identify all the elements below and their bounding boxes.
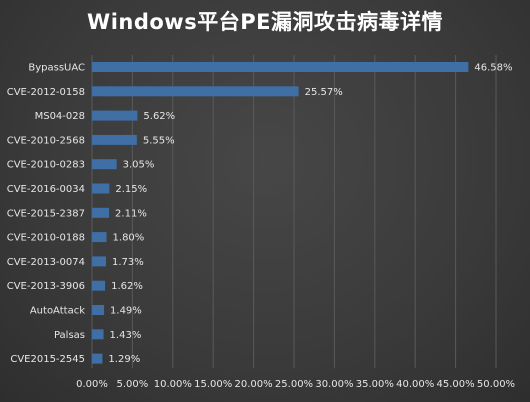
x-tick-label: 30.00%	[315, 379, 353, 390]
data-label: 2.11%	[115, 208, 147, 219]
x-tick-label: 45.00%	[437, 379, 475, 390]
bar	[92, 62, 469, 72]
category-label: CVE-2016-0034	[7, 184, 85, 195]
category-label: Palsas	[54, 330, 85, 341]
data-label: 46.58%	[474, 63, 512, 74]
x-tick-label: 0.00%	[76, 379, 108, 390]
category-label: CVE-2010-0283	[7, 160, 85, 171]
data-label: 1.80%	[113, 233, 145, 244]
x-tick-label: 35.00%	[356, 379, 394, 390]
category-label: CVE-2013-3906	[7, 281, 85, 292]
category-label: CVE-2012-0158	[7, 87, 85, 98]
x-tick-label: 5.00%	[117, 379, 149, 390]
category-label: CVE-2010-2568	[7, 135, 85, 146]
category-label: CVE-2015-2387	[7, 208, 85, 219]
bar	[92, 353, 103, 364]
category-label: BypassUAC	[28, 63, 85, 74]
x-tick-label: 25.00%	[275, 379, 313, 390]
category-label: AutoAttack	[30, 306, 85, 317]
chart-title: Windows平台PE漏洞攻击病毒详情	[87, 10, 443, 34]
bar	[92, 159, 117, 170]
bar	[92, 86, 299, 97]
bar	[92, 134, 137, 145]
x-tick-label: 40.00%	[396, 379, 434, 390]
bar	[92, 183, 110, 194]
data-label: 1.73%	[112, 257, 144, 268]
data-label: 1.29%	[108, 354, 140, 365]
bar	[92, 207, 110, 218]
data-label: 3.05%	[123, 160, 155, 171]
x-tick-label: 50.00%	[477, 379, 515, 390]
category-label: CVE2015-2545	[10, 354, 85, 365]
bar	[92, 305, 105, 315]
data-label: 1.49%	[110, 306, 142, 317]
data-label: 1.62%	[111, 281, 143, 292]
x-tick-label: 10.00%	[154, 379, 192, 390]
category-label: CVE-2010-0188	[7, 233, 85, 244]
category-label: MS04-028	[35, 111, 85, 122]
bar	[92, 232, 107, 243]
category-label: CVE-2013-0074	[7, 257, 85, 268]
data-label: 5.55%	[143, 135, 175, 146]
bar	[92, 256, 106, 267]
x-tick-label: 15.00%	[194, 379, 232, 390]
data-label: 1.43%	[110, 330, 142, 341]
bar	[92, 110, 138, 121]
bar	[92, 329, 104, 340]
data-label: 2.15%	[115, 184, 147, 195]
data-label: 5.62%	[143, 111, 175, 122]
x-tick-label: 20.00%	[235, 379, 273, 390]
data-label: 25.57%	[305, 87, 343, 98]
bar	[92, 280, 106, 291]
